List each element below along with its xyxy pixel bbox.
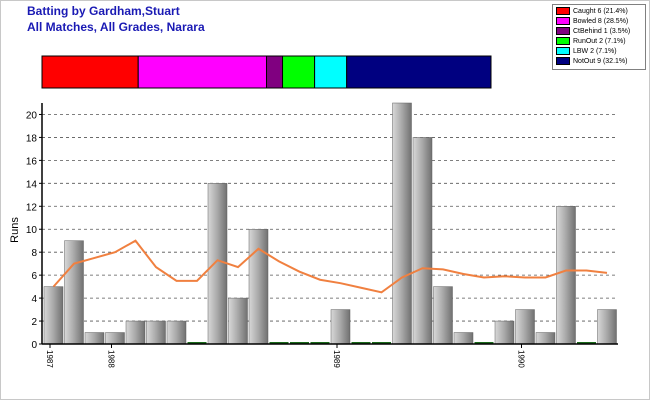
bar (43, 286, 64, 345)
dismissal-segment (266, 55, 284, 89)
bar (166, 320, 187, 345)
legend-item-ctbehind: CtBehind 1 (3.5%) (556, 27, 630, 36)
bar (64, 240, 84, 345)
bar (392, 102, 412, 345)
bar (351, 342, 371, 344)
y-tick-label: 4 (31, 294, 37, 305)
legend-swatch (556, 37, 570, 46)
legend-item-lbw: LBW 2 (7.1%) (556, 47, 617, 56)
chart-subtitle: All Matches, All Grades, Narara (27, 20, 205, 34)
legend-item-notout: NotOut 9 (32.1%) (556, 57, 627, 66)
dismissal-segment (137, 55, 267, 89)
dismissal-segment (41, 55, 139, 89)
y-tick-label: 8 (31, 248, 37, 259)
axes (41, 103, 618, 345)
y-ticks: 0 2 4 6 8 10 12 14 16 18 20 (26, 110, 42, 351)
legend-swatch (556, 17, 570, 26)
x-year-label: 1987 (45, 350, 54, 368)
bar (310, 342, 330, 344)
bar (228, 297, 248, 345)
y-tick-label: 2 (31, 317, 37, 328)
legend-swatch (556, 7, 570, 16)
y-tick-label: 20 (26, 110, 38, 121)
bar (105, 332, 125, 345)
y-tick-label: 6 (31, 271, 37, 282)
y-tick-label: 16 (26, 156, 38, 167)
y-tick-label: 14 (26, 179, 38, 190)
legend-label: RunOut 2 (7.1%) (573, 38, 626, 45)
bar (372, 342, 391, 344)
bar (269, 342, 289, 344)
bar (187, 342, 207, 344)
chart-title: Batting by Gardham,Stuart (27, 4, 180, 18)
legend-label: LBW 2 (7.1%) (573, 48, 617, 55)
y-tick-label: 10 (26, 225, 38, 236)
bar (577, 342, 596, 344)
legend-label: Bowled 8 (28.5%) (573, 18, 629, 25)
average-line (52, 239, 608, 294)
legend-label: Caught 6 (21.4%) (573, 8, 628, 15)
dismissal-segment (346, 55, 492, 89)
bar (330, 309, 351, 345)
average-line-path (52, 239, 608, 294)
bar (290, 342, 309, 344)
bar (84, 332, 105, 345)
legend-item-runout: RunOut 2 (7.1%) (556, 37, 626, 46)
legend-item-bowled: Bowled 8 (28.5%) (556, 17, 628, 26)
bar (146, 320, 166, 345)
bar (556, 206, 576, 345)
dismissal-segment (314, 55, 348, 89)
bar (535, 332, 556, 345)
bar (515, 309, 535, 345)
y-tick-label: 18 (26, 133, 38, 144)
y-tick-label: 12 (26, 202, 38, 213)
x-year-label: 1988 (107, 350, 116, 368)
legend-swatch (556, 57, 570, 66)
bar (248, 228, 269, 345)
bars (43, 102, 617, 345)
y-axis-label: Runs (9, 217, 21, 243)
bar (412, 137, 433, 345)
legend-label: NotOut 9 (32.1%) (573, 58, 628, 65)
dismissal-segment (282, 55, 316, 89)
bar (207, 183, 228, 345)
bar (474, 342, 494, 344)
bar (453, 332, 474, 345)
y-tick-label: 0 (31, 340, 37, 351)
legend-swatch (556, 47, 570, 56)
dismissal-proportion-bar (41, 55, 492, 89)
legend: Caught 6 (21.4%) Bowled 8 (28.5%) CtBehi… (552, 4, 646, 70)
gridlines (42, 114, 618, 322)
bar (597, 309, 617, 345)
bar (494, 320, 515, 345)
legend-label: CtBehind 1 (3.5%) (573, 28, 631, 35)
legend-swatch (556, 27, 570, 36)
bar (433, 286, 453, 345)
x-labels: 1987 1988 1989 1990 (45, 344, 526, 368)
bar (125, 320, 146, 345)
legend-item-caught: Caught 6 (21.4%) (556, 7, 628, 16)
x-year-label: 1990 (517, 350, 526, 368)
x-year-label: 1989 (332, 350, 341, 368)
